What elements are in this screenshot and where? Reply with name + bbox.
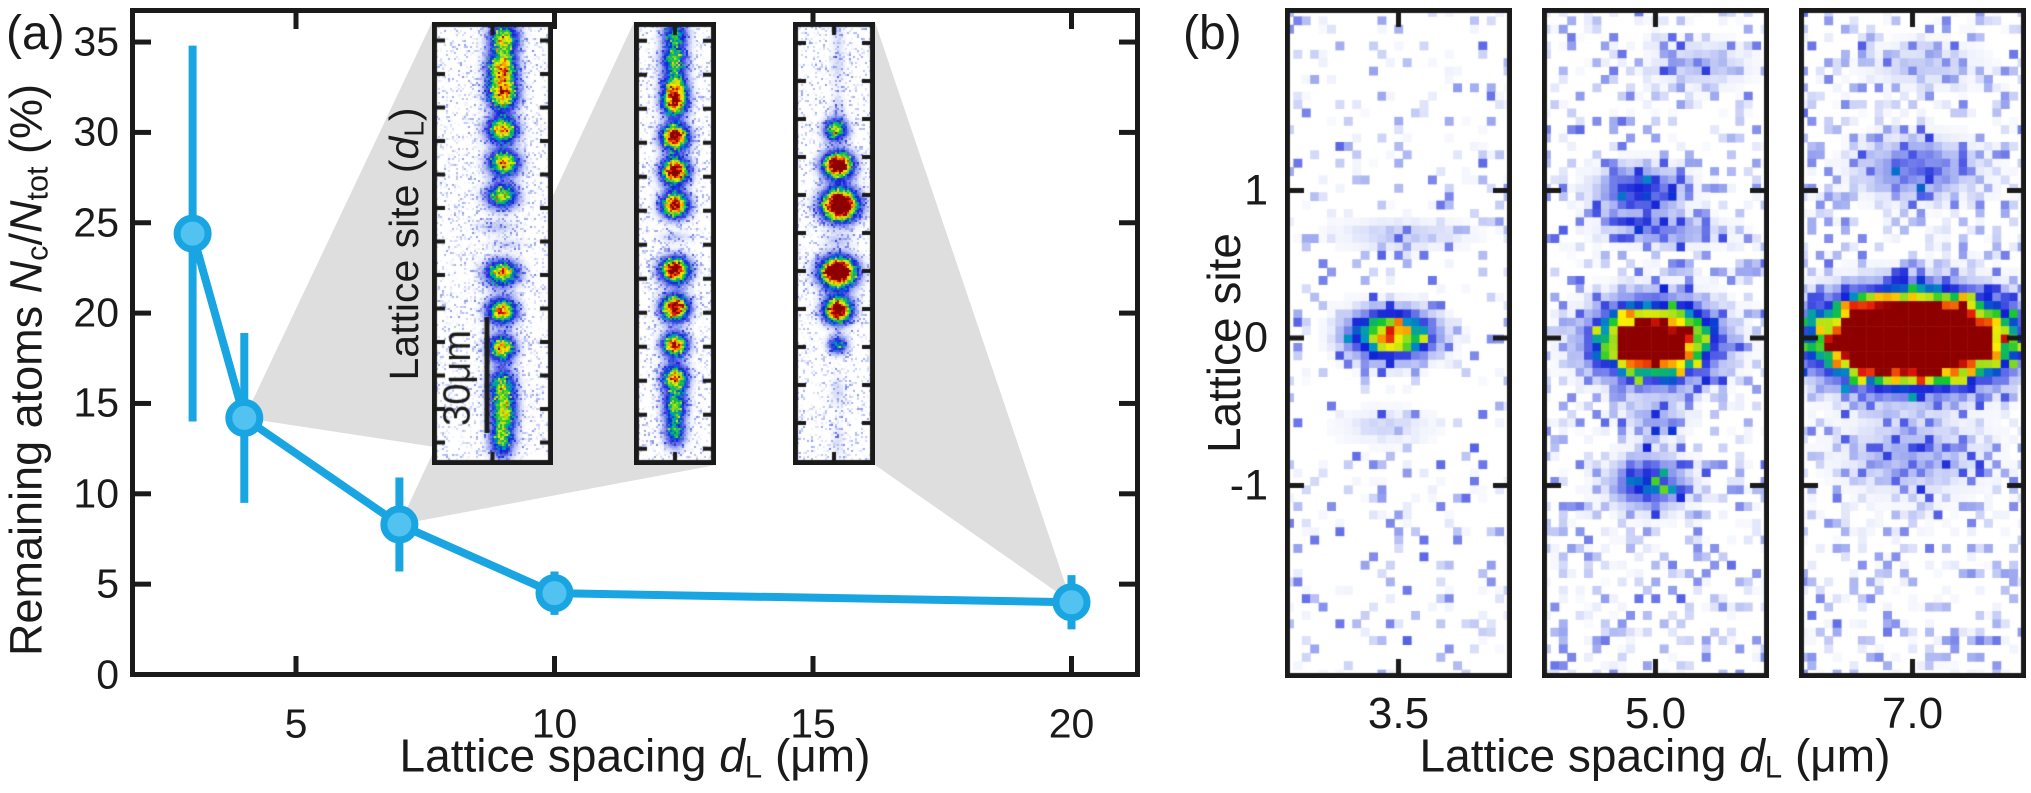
panel-b-xtick-label-7.0: 7.0 <box>1881 688 1944 738</box>
panel-a-xtick-label-5: 5 <box>284 700 308 747</box>
panel-a-letter: (a) <box>6 7 65 60</box>
panel-a-xtick-label-10: 10 <box>531 700 578 747</box>
panel-b-xlabel: Lattice spacing dL (μm) <box>1419 729 1891 785</box>
panel-a-ytick-label-30: 30 <box>73 108 119 155</box>
data-point-2 <box>225 398 264 437</box>
panel-b-xtick-label-3.5: 3.5 <box>1367 688 1430 738</box>
data-point-5 <box>1052 583 1091 622</box>
panel-b-letter: (b) <box>1183 7 1242 60</box>
panel-a-ytick-label-25: 25 <box>73 199 119 246</box>
panel-a-ytick-label-15: 15 <box>73 379 119 426</box>
panel-a-plot <box>130 8 1140 677</box>
zoom-wedge-3 <box>875 22 1072 603</box>
panel-a-ylabel: Remaining atoms Nc/Ntot (%) <box>0 84 55 656</box>
panel-a-xtick-label-20: 20 <box>1048 700 1095 747</box>
heatmap-spacing-7.0 <box>1799 8 2026 678</box>
panel-a-ytick-label-35: 35 <box>73 18 119 65</box>
panel-a-ytick-label-20: 20 <box>73 289 119 336</box>
panel-b-ylabel: Lattice site <box>1197 233 1250 453</box>
data-point-3 <box>380 505 419 544</box>
panel-b-ytick-label-1: 1 <box>1244 165 1268 214</box>
panel-a-xtick-label-15: 15 <box>790 700 836 747</box>
panel-a-ytick-label-5: 5 <box>96 560 119 607</box>
data-point-1 <box>173 214 212 253</box>
panel-a-axes-box <box>130 8 1140 677</box>
panel-a-ytick-label-10: 10 <box>73 470 119 517</box>
panel-a-ytick-label-0: 0 <box>96 650 119 697</box>
panel-a-xlabel: Lattice spacing dL (μm) <box>399 729 871 785</box>
panel-b-ytick-label-0: 0 <box>1244 313 1268 362</box>
heatmap-spacing-5.0 <box>1542 8 1769 678</box>
inset-fluorescence-image-3 <box>793 22 875 465</box>
data-point-4 <box>535 574 574 613</box>
panel-b-xtick-label-5.0: 5.0 <box>1624 688 1687 738</box>
inset-fluorescence-image-2 <box>634 22 716 465</box>
inset-fluorescence-image-1 <box>432 22 553 465</box>
inset-axis-label: Lattice site (dL) <box>381 107 430 381</box>
panel-b-ytick-label--1: -1 <box>1229 460 1268 509</box>
heatmap-spacing-3.5 <box>1285 8 1512 678</box>
